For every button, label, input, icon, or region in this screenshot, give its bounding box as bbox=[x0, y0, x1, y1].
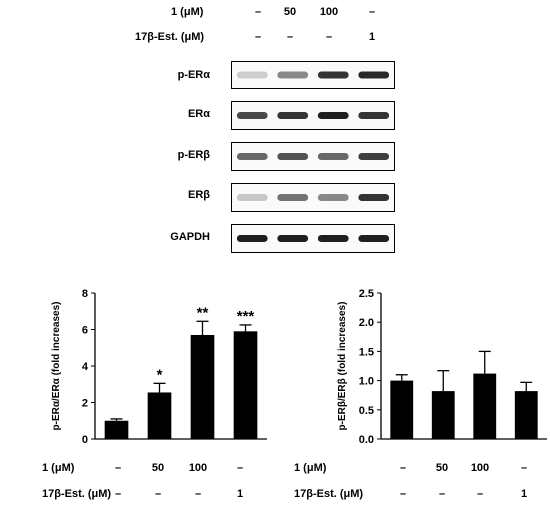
blot-band bbox=[277, 71, 309, 79]
y-tick-label: 1.0 bbox=[359, 376, 374, 388]
blot-p-erb bbox=[231, 142, 395, 171]
blot-band bbox=[277, 153, 309, 160]
blot-label-p-erb: p-ERβ bbox=[177, 149, 210, 161]
y-tick-label: 2 bbox=[82, 398, 88, 410]
blot-band bbox=[317, 235, 349, 242]
header-row2-value-2: – bbox=[286, 31, 294, 43]
y-tick-label: 0.0 bbox=[359, 434, 374, 446]
y-tick-label: 0 bbox=[82, 434, 88, 446]
x-row2-value: 1 bbox=[521, 488, 527, 500]
x-row2-value: – bbox=[155, 488, 161, 500]
x-row1-value: – bbox=[521, 462, 527, 474]
x-row2-value: – bbox=[115, 488, 121, 500]
blot-band bbox=[277, 235, 309, 242]
x-row1-value: 50 bbox=[436, 462, 448, 474]
x-row2-value: 1 bbox=[237, 488, 243, 500]
blot-band bbox=[236, 194, 268, 201]
y-tick-label: 6 bbox=[82, 325, 88, 337]
x-row2-label: 17β-Est. (μM) bbox=[42, 488, 111, 500]
y-tick-label: 8 bbox=[82, 288, 88, 300]
bar bbox=[431, 391, 455, 439]
chart-p-erb-erb: 0.0 0.5 1.0 1.5 2.0 2.5 p-ERβ/ERβ (fold increa… bbox=[294, 288, 547, 500]
blot-band bbox=[236, 235, 268, 242]
blot-erb bbox=[231, 183, 395, 212]
blot-band bbox=[236, 153, 268, 160]
blot-band bbox=[358, 235, 390, 242]
significance-label: *** bbox=[237, 308, 255, 325]
blot-band bbox=[317, 112, 349, 119]
header-row1-value-4: – bbox=[368, 6, 376, 18]
header-row2-value-4: 1 bbox=[368, 31, 376, 43]
x-row1-label: 1 (μM) bbox=[42, 462, 75, 474]
header-row2-value-1: – bbox=[254, 31, 262, 43]
y-tick-label: 2.5 bbox=[359, 288, 374, 300]
x-row1-label: 1 (μM) bbox=[294, 462, 327, 474]
header-row1-value-3: 100 bbox=[319, 6, 339, 18]
significance-label: * bbox=[157, 366, 163, 383]
header-row1-value-2: 50 bbox=[283, 6, 297, 18]
x-row1-value: – bbox=[237, 462, 243, 474]
blot-p-era bbox=[231, 61, 395, 89]
blot-label-p-era: p-ERα bbox=[177, 69, 210, 81]
bar bbox=[233, 331, 258, 439]
blot-band bbox=[277, 194, 309, 201]
blot-band bbox=[317, 194, 349, 201]
blot-gapdh bbox=[231, 224, 395, 253]
blot-band bbox=[358, 71, 390, 79]
blot-band bbox=[317, 153, 349, 160]
blot-label-erb: ERβ bbox=[188, 189, 210, 201]
x-row2-value: – bbox=[439, 488, 445, 500]
y-tick-label: 1.5 bbox=[359, 346, 374, 358]
x-row2-value: – bbox=[400, 488, 406, 500]
blot-band bbox=[236, 112, 268, 119]
blot-band bbox=[236, 71, 268, 79]
blot-band bbox=[358, 112, 390, 119]
header-row2-label: 17β-Est. (μM) bbox=[135, 31, 205, 43]
x-row1-value: – bbox=[400, 462, 406, 474]
header-row1-label: 1 (μM) bbox=[171, 6, 204, 18]
header-row1-value-1: – bbox=[254, 6, 262, 18]
blot-era bbox=[231, 101, 395, 130]
y-tick-label: 4 bbox=[82, 361, 89, 373]
x-row2-label: 17β-Est. (μM) bbox=[294, 488, 363, 500]
header-row2-value-3: – bbox=[325, 31, 333, 43]
y-axis-label: p-ERα/ERα (fold increases) bbox=[51, 302, 62, 431]
blot-label-era: ERα bbox=[187, 108, 210, 120]
bar bbox=[147, 392, 172, 439]
significance-label: ** bbox=[197, 304, 209, 321]
x-row1-value: 50 bbox=[152, 462, 164, 474]
bar bbox=[390, 380, 414, 439]
y-axis-label: p-ERβ/ERβ (fold increases) bbox=[337, 302, 348, 431]
blot-band bbox=[317, 71, 349, 79]
blot-label-gapdh: GAPDH bbox=[170, 231, 210, 243]
x-row1-value: 100 bbox=[189, 462, 207, 474]
bar bbox=[514, 391, 538, 439]
bar bbox=[190, 334, 215, 439]
x-row1-value: – bbox=[115, 462, 121, 474]
bar bbox=[104, 420, 129, 439]
x-row2-value: – bbox=[477, 488, 483, 500]
blot-band bbox=[358, 153, 390, 160]
y-tick-label: 0.5 bbox=[359, 405, 374, 417]
x-row1-value: 100 bbox=[471, 462, 489, 474]
blot-band bbox=[277, 112, 309, 119]
x-row2-value: – bbox=[195, 488, 201, 500]
bar bbox=[473, 373, 497, 439]
y-tick-label: 2.0 bbox=[359, 317, 374, 329]
blot-band bbox=[358, 194, 390, 201]
